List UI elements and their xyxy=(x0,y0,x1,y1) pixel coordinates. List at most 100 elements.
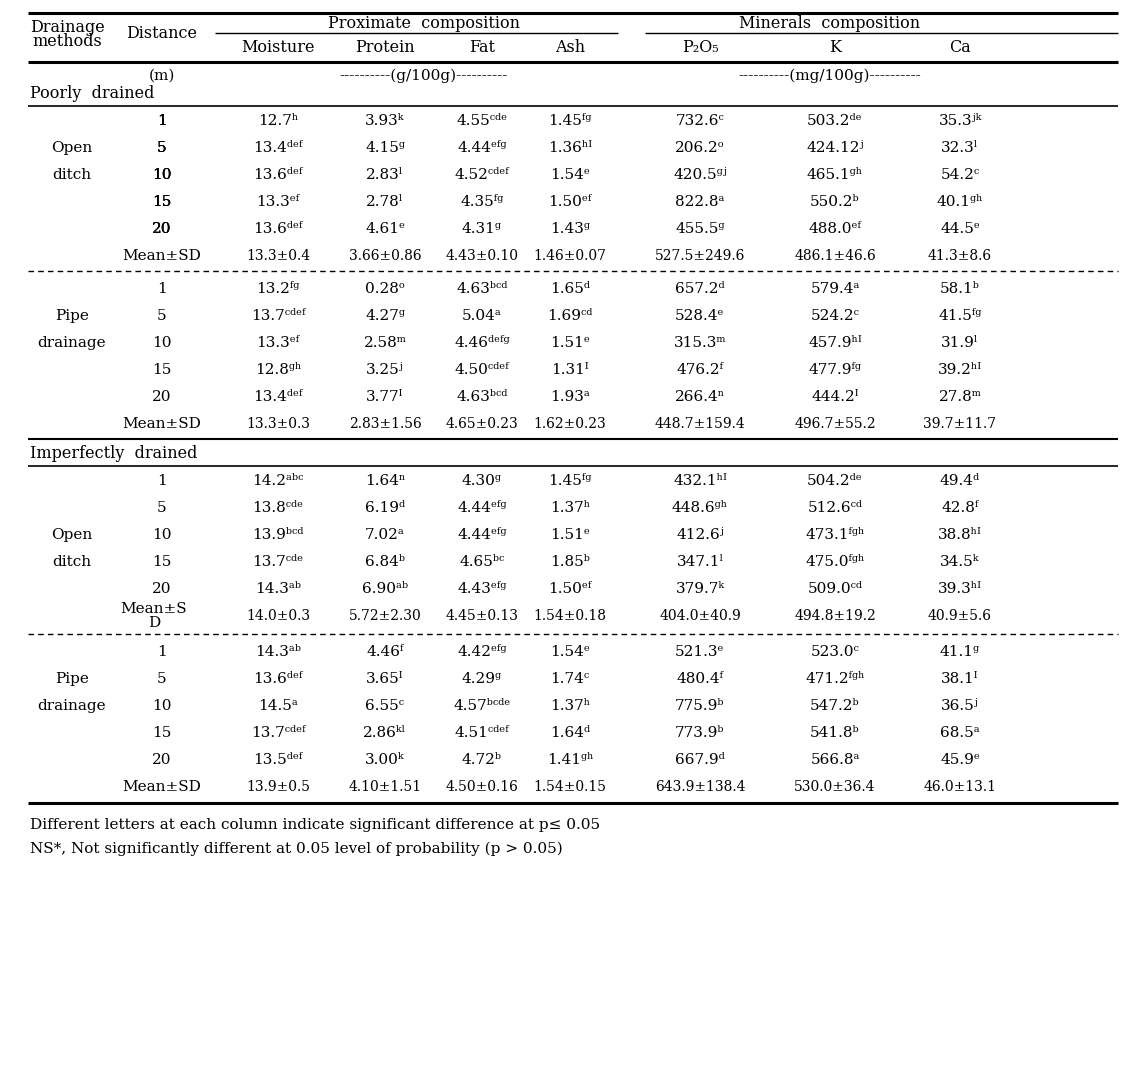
Text: Imperfectly  drained: Imperfectly drained xyxy=(30,444,197,461)
Text: Open: Open xyxy=(52,141,93,155)
Text: 4.65ᵇᶜ: 4.65ᵇᶜ xyxy=(459,555,505,569)
Text: 4.55ᶜᵈᵉ: 4.55ᶜᵈᵉ xyxy=(457,114,507,128)
Text: 49.4ᵈ: 49.4ᵈ xyxy=(940,474,980,488)
Text: 1.31ᴵ: 1.31ᴵ xyxy=(551,363,589,377)
Text: 4.45±0.13: 4.45±0.13 xyxy=(445,609,519,623)
Text: 15: 15 xyxy=(152,195,172,209)
Text: 541.8ᵇ: 541.8ᵇ xyxy=(811,726,860,740)
Text: 1.62±0.23: 1.62±0.23 xyxy=(534,417,607,431)
Text: 347.1ˡ: 347.1ˡ xyxy=(677,555,724,569)
Text: 15: 15 xyxy=(152,195,172,209)
Text: 10: 10 xyxy=(152,336,172,350)
Text: Minerals  composition: Minerals composition xyxy=(740,15,921,31)
Text: 521.3ᵉ: 521.3ᵉ xyxy=(676,645,725,659)
Text: Pipe: Pipe xyxy=(55,672,89,686)
Text: 13.4ᵈᵉᶠ: 13.4ᵈᵉᶠ xyxy=(253,141,302,155)
Text: 4.72ᵇ: 4.72ᵇ xyxy=(461,753,502,767)
Text: 15: 15 xyxy=(152,726,172,740)
Text: 13.8ᶜᵈᵉ: 13.8ᶜᵈᵉ xyxy=(252,501,303,515)
Text: 10: 10 xyxy=(152,168,172,182)
Text: 1: 1 xyxy=(157,282,167,296)
Text: 20: 20 xyxy=(152,390,172,404)
Text: 13.3±0.3: 13.3±0.3 xyxy=(246,417,310,431)
Text: Mean±S: Mean±S xyxy=(120,602,188,616)
Text: 4.61ᵉ: 4.61ᵉ xyxy=(365,222,405,236)
Text: 4.43±0.10: 4.43±0.10 xyxy=(445,249,519,263)
Text: 5.04ᵃ: 5.04ᵃ xyxy=(463,309,502,323)
Text: 4.51ᶜᵈᵉᶠ: 4.51ᶜᵈᵉᶠ xyxy=(455,726,510,740)
Text: 40.1ᵍʰ: 40.1ᵍʰ xyxy=(937,195,984,209)
Text: D: D xyxy=(148,616,160,630)
Text: 4.50ᶜᵈᵉᶠ: 4.50ᶜᵈᵉᶠ xyxy=(455,363,510,377)
Text: Different letters at each column indicate significant difference at p≤ 0.05: Different letters at each column indicat… xyxy=(30,818,600,832)
Text: 13.3ᵉᶠ: 13.3ᵉᶠ xyxy=(256,195,300,209)
Text: 4.46ᵈᵉᶠᵍ: 4.46ᵈᵉᶠᵍ xyxy=(455,336,510,350)
Text: 15: 15 xyxy=(152,195,172,209)
Text: 14.3ᵃᵇ: 14.3ᵃᵇ xyxy=(255,582,301,596)
Text: 31.9ˡ: 31.9ˡ xyxy=(941,336,979,350)
Text: 13.6ᵈᵉᶠ: 13.6ᵈᵉᶠ xyxy=(253,222,302,236)
Text: 1.45ᶠᵍ: 1.45ᶠᵍ xyxy=(548,474,592,488)
Text: 732.6ᶜ: 732.6ᶜ xyxy=(676,114,725,128)
Text: 4.44ᵉᶠᵍ: 4.44ᵉᶠᵍ xyxy=(457,501,507,515)
Text: 412.6ʲ: 412.6ʲ xyxy=(677,528,724,541)
Text: 20: 20 xyxy=(152,222,172,236)
Text: 20: 20 xyxy=(152,222,172,236)
Text: 68.5ᵃ: 68.5ᵃ xyxy=(940,726,980,740)
Text: 13.3ᵉᶠ: 13.3ᵉᶠ xyxy=(256,336,300,350)
Text: 13.9ᵇᶜᵈ: 13.9ᵇᶜᵈ xyxy=(252,528,303,541)
Text: Proximate  composition: Proximate composition xyxy=(327,15,520,31)
Text: 504.2ᵈᵉ: 504.2ᵈᵉ xyxy=(807,474,863,488)
Text: 20: 20 xyxy=(152,222,172,236)
Text: 10: 10 xyxy=(152,168,172,182)
Text: 1.41ᵍʰ: 1.41ᵍʰ xyxy=(546,753,593,767)
Text: 1: 1 xyxy=(157,114,167,128)
Text: 480.4ᶠ: 480.4ᶠ xyxy=(677,672,724,686)
Text: 3.65ᴵ: 3.65ᴵ xyxy=(366,672,404,686)
Text: 1: 1 xyxy=(157,474,167,488)
Text: 42.8ᶠ: 42.8ᶠ xyxy=(941,501,979,515)
Text: 476.2ᶠ: 476.2ᶠ xyxy=(677,363,724,377)
Text: 550.2ᵇ: 550.2ᵇ xyxy=(811,195,860,209)
Text: 13.7ᶜᵈᵉ: 13.7ᶜᵈᵉ xyxy=(252,555,303,569)
Text: 448.6ᵍʰ: 448.6ᵍʰ xyxy=(672,501,728,515)
Text: 15: 15 xyxy=(152,555,172,569)
Text: 1.65ᵈ: 1.65ᵈ xyxy=(550,282,590,296)
Text: 2.83±1.56: 2.83±1.56 xyxy=(348,417,421,431)
Text: ditch: ditch xyxy=(53,555,92,569)
Text: 39.3ʰᴵ: 39.3ʰᴵ xyxy=(938,582,982,596)
Text: 13.4ᵈᵉᶠ: 13.4ᵈᵉᶠ xyxy=(253,390,302,404)
Text: 1.45ᶠᵍ: 1.45ᶠᵍ xyxy=(548,114,592,128)
Text: 1.74ᶜ: 1.74ᶜ xyxy=(551,672,590,686)
Text: 39.2ʰᴵ: 39.2ʰᴵ xyxy=(938,363,982,377)
Text: Mean±SD: Mean±SD xyxy=(123,780,202,794)
Text: 1.46±0.07: 1.46±0.07 xyxy=(534,249,607,263)
Text: 10: 10 xyxy=(152,698,172,713)
Text: 486.1±46.6: 486.1±46.6 xyxy=(795,249,876,263)
Text: 13.9±0.5: 13.9±0.5 xyxy=(246,780,310,794)
Text: 46.0±13.1: 46.0±13.1 xyxy=(924,780,996,794)
Text: 420.5ᶢʲ: 420.5ᶢʲ xyxy=(673,168,727,182)
Text: drainage: drainage xyxy=(38,336,106,350)
Text: 14.0±0.3: 14.0±0.3 xyxy=(246,609,310,623)
Text: Ash: Ash xyxy=(555,40,585,57)
Text: 36.5ʲ: 36.5ʲ xyxy=(941,698,979,713)
Text: 473.1ᶠᵍʰ: 473.1ᶠᵍʰ xyxy=(805,528,864,541)
Text: 494.8±19.2: 494.8±19.2 xyxy=(795,609,876,623)
Text: 496.7±55.2: 496.7±55.2 xyxy=(795,417,876,431)
Text: 4.10±1.51: 4.10±1.51 xyxy=(348,780,421,794)
Text: 14.3ᵃᵇ: 14.3ᵃᵇ xyxy=(255,645,301,659)
Text: 1.51ᵉ: 1.51ᵉ xyxy=(550,528,590,541)
Text: 4.52ᶜᵈᵉᶠ: 4.52ᶜᵈᵉᶠ xyxy=(455,168,510,182)
Text: 503.2ᵈᵉ: 503.2ᵈᵉ xyxy=(807,114,863,128)
Text: 488.0ᵉᶠ: 488.0ᵉᶠ xyxy=(808,222,861,236)
Text: 509.0ᶜᵈ: 509.0ᶜᵈ xyxy=(807,582,862,596)
Text: 10: 10 xyxy=(152,168,172,182)
Text: 1.54±0.15: 1.54±0.15 xyxy=(534,780,607,794)
Text: 4.43ᵉᶠᵍ: 4.43ᵉᶠᵍ xyxy=(457,582,507,596)
Text: 1.43ᵍ: 1.43ᵍ xyxy=(550,222,590,236)
Text: 14.5ᵃ: 14.5ᵃ xyxy=(258,698,298,713)
Text: 3.66±0.86: 3.66±0.86 xyxy=(349,249,421,263)
Text: 475.0ᶠᵍʰ: 475.0ᶠᵍʰ xyxy=(805,555,864,569)
Text: 1.85ᵇ: 1.85ᵇ xyxy=(550,555,590,569)
